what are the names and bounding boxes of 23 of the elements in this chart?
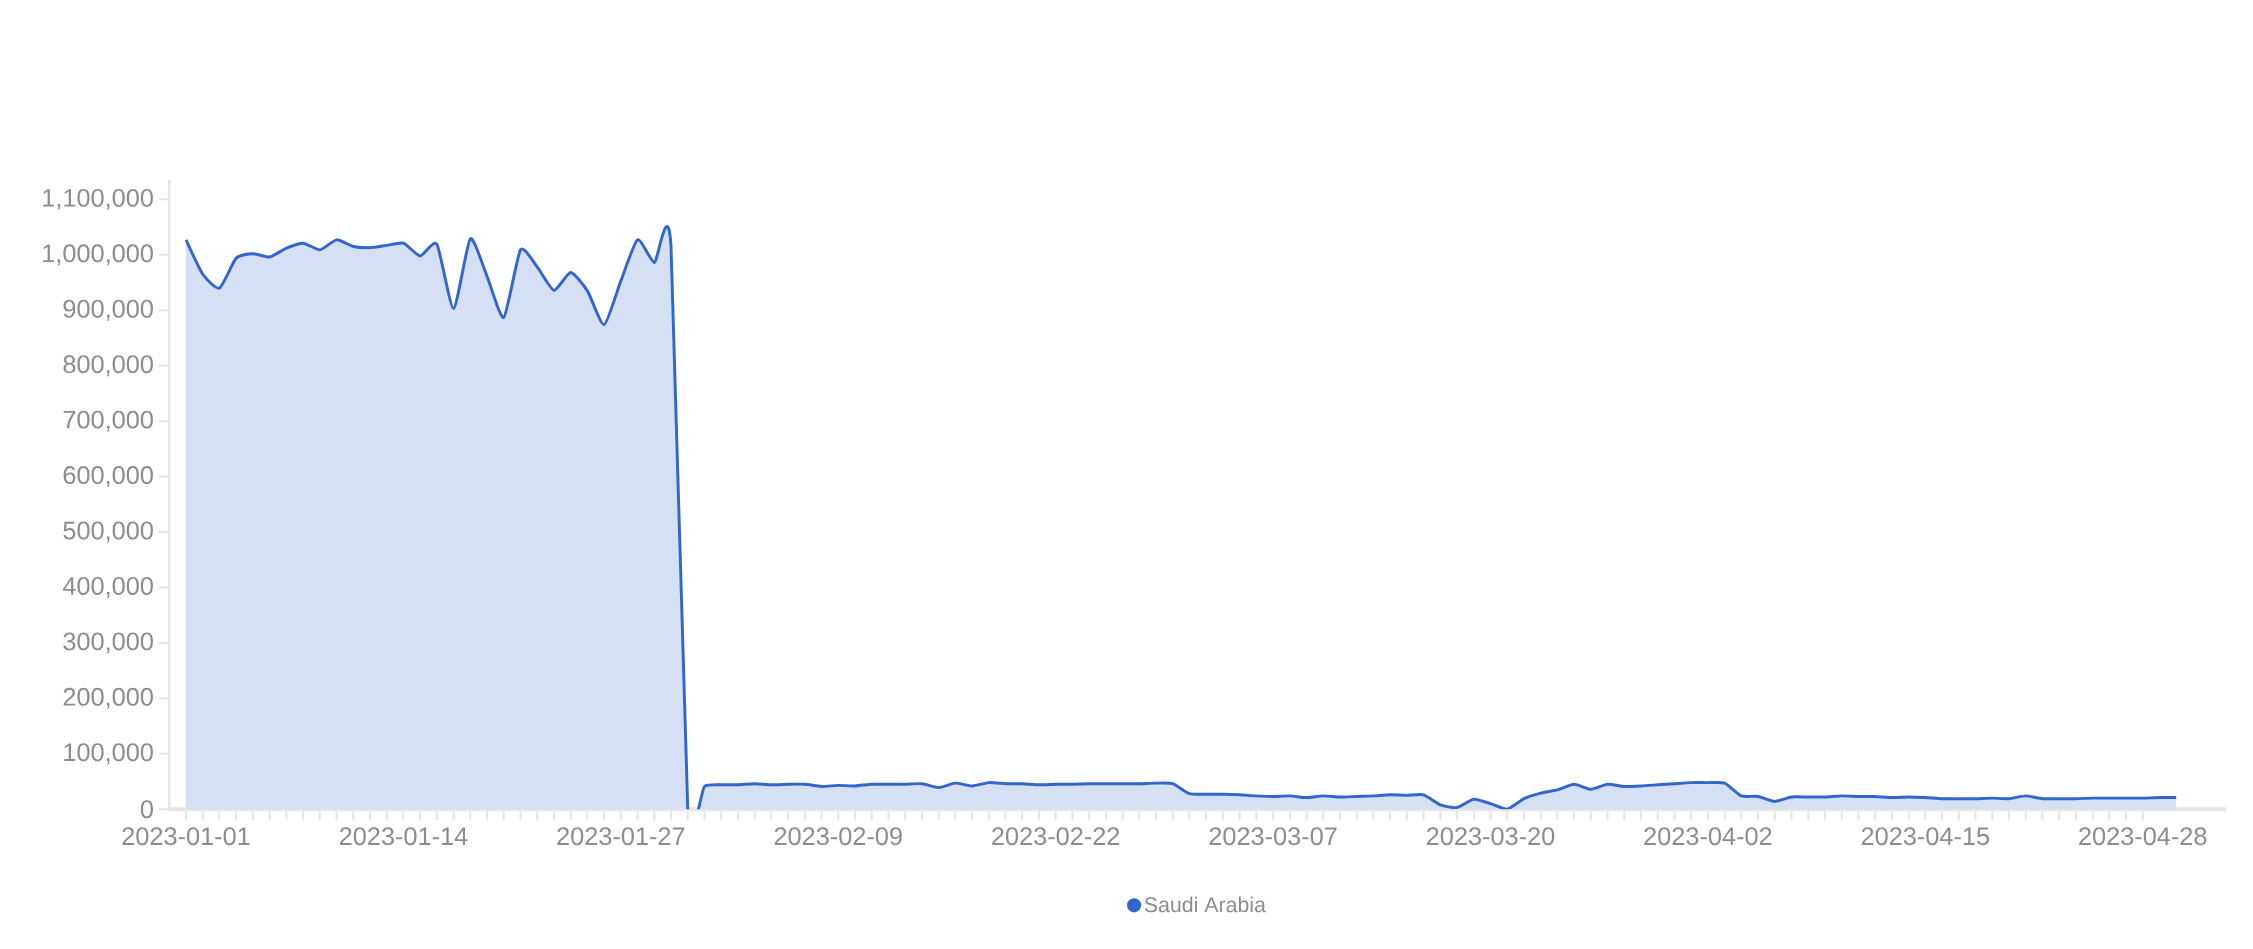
x-tick-label: 2023-01-01: [122, 827, 250, 846]
x-tick-label: 2023-04-15: [1861, 827, 1990, 846]
x-tick-label: 2023-01-14: [339, 827, 468, 846]
y-tick-label: 600,000: [63, 466, 153, 487]
y-tick-label: 1,100,000: [43, 188, 153, 210]
x-tick-label: 2023-03-20: [1426, 827, 1555, 846]
y-tick-label: 500,000: [63, 521, 153, 543]
y-tick-label: 900,000: [63, 299, 153, 321]
x-tick-label: 2023-01-27: [557, 827, 685, 846]
x-tick-label: 2023-04-28: [2079, 827, 2207, 846]
y-tick-label: 1,000,000: [43, 244, 153, 266]
y-tick-label: 400,000: [62, 576, 153, 598]
y-tick-label: 800,000: [63, 355, 153, 377]
y-tick-label: 700,000: [63, 410, 153, 432]
y-tick-label: 200,000: [63, 687, 153, 709]
x-tick-label: 2023-02-22: [992, 827, 1120, 846]
y-tick-label: 100,000: [64, 743, 153, 765]
x-tick-label: 2023-03-07: [1209, 827, 1337, 846]
legend-label: Saudi Arabia: [1144, 896, 1266, 913]
y-tick-label: 300,000: [63, 632, 153, 654]
x-tick-label: 2023-02-09: [774, 827, 902, 846]
y-tick-label: 0: [140, 800, 153, 819]
x-tick-label: 2023-04-02: [1644, 827, 1772, 846]
